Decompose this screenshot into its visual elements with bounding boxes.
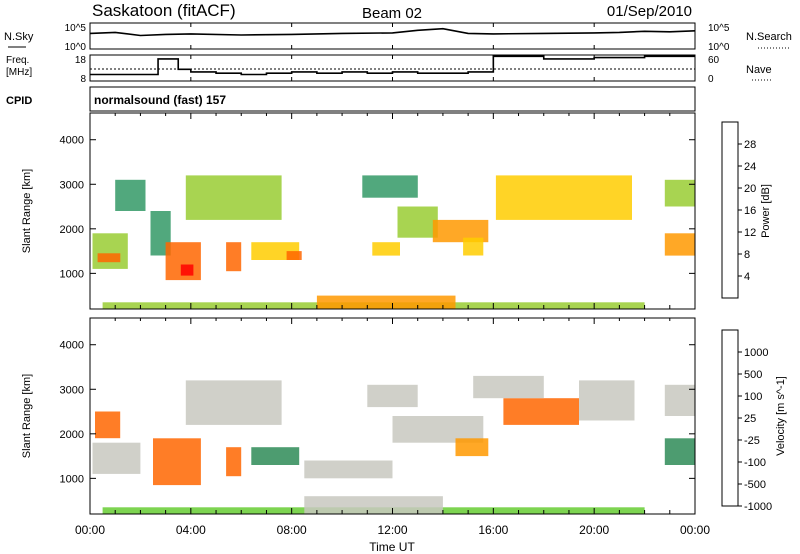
y-tick-label: 3000 [60,179,84,191]
velocity-region [664,438,695,465]
power-colorbar-title: Power [dB] [760,184,772,238]
date-label: 01/Sep/2010 [607,3,692,20]
y-tick-label: 4000 [60,340,84,352]
velocity-region [473,375,544,399]
noise-series [89,27,696,37]
velocity-region [392,416,484,443]
power-region [664,233,695,256]
x-tick-label: 04:00 [176,523,206,537]
cpid-value: normalsound (fast) 157 [94,93,226,107]
velocity-region [455,438,489,457]
velocity-colorbar-tick-label: 25 [744,413,756,425]
y-tick-label: 3000 [60,384,84,396]
power-region [92,233,128,269]
power-colorbar-tick-label: 20 [744,183,756,195]
velocity-region [251,447,300,465]
power-colorbar-tick-label: 16 [744,205,756,217]
velocity-region [503,398,579,425]
beam-label: Beam 02 [362,5,422,22]
power-colorbar-tick-label: 24 [744,161,756,173]
power-region [286,251,302,260]
velocity-region [304,496,443,514]
y-tick-label: 1000 [60,473,84,485]
x-axis-title: Time UT [369,540,415,554]
velocity-region [226,447,242,477]
noise-right-tick-bottom: 10^0 [708,42,730,53]
velocity-map [92,375,695,514]
velocity-region [664,384,695,416]
velocity-region [367,384,418,408]
power-region [463,237,484,256]
noise-right-label: N.Search [746,31,792,43]
noise-left-tick-bottom: 10^0 [65,42,87,53]
velocity-y-axis: 1000 2000 3000 4000 [60,340,695,485]
cpid-panel-frame [89,86,696,112]
velocity-colorbar-tick-label: 100 [744,391,762,403]
freq-left-label-2: [MHz] [6,67,32,78]
power-colorbar: 28 24 20 16 12 8 4 [721,121,756,299]
x-tick-label: 20:00 [579,523,609,537]
velocity-region [153,438,201,486]
noise-sky-line [89,27,696,37]
power-region [180,264,194,276]
velocity-colorbar-tick-label: -1000 [744,501,772,513]
power-region [185,175,282,220]
velocity-colorbar-tick-label: -100 [744,457,766,469]
power-region [432,219,489,243]
power-y-axis: 1000 2000 3000 4000 [60,135,695,280]
velocity-colorbar-frame [721,329,739,507]
velocity-region [304,460,393,479]
velocity-colorbar-tick-label: -25 [744,435,760,447]
frequency-line [90,55,695,76]
noise-left-label: N.Sky [4,31,34,43]
y-tick-label: 2000 [60,429,84,441]
velocity-colorbar: 1000 500 100 25 -25 -100 -500 -1000 [721,329,772,513]
power-region [362,175,418,198]
velocity-colorbar-tick-label: 1000 [744,347,768,359]
x-tick-label: 12:00 [377,523,407,537]
noise-right-tick-top: 10^5 [708,23,730,34]
x-tick-label: 00:00 [75,523,105,537]
time-axis: 00:00 04:00 08:00 12:00 16:00 20:00 00:00 [75,23,710,537]
cpid-label: CPID [6,95,32,107]
velocity-region [95,411,121,439]
power-region [97,253,121,263]
freq-left-label-1: Freq. [6,55,29,66]
power-y-axis-label: Slant Range [km] [21,169,33,253]
nave-label: Nave [746,64,772,76]
power-colorbar-tick-label: 12 [744,227,756,239]
freq-right-tick-bottom: 0 [708,74,714,85]
freq-series [90,55,695,76]
power-colorbar-tick-label: 28 [744,139,756,151]
freq-left-tick-bottom: 8 [80,74,86,85]
velocity-region [92,442,141,474]
power-region [397,206,438,238]
power-region [495,175,632,220]
x-tick-label: 00:00 [680,523,710,537]
power-region [226,242,242,272]
velocity-region [185,380,282,425]
freq-left-tick-top: 18 [75,55,87,66]
power-map [92,175,695,309]
y-tick-label: 2000 [60,224,84,236]
velocity-colorbar-tick-label: 500 [744,369,762,381]
power-region [115,179,146,211]
noise-left-tick-top: 10^5 [65,23,87,34]
power-region [372,242,400,256]
x-tick-label: 16:00 [478,523,508,537]
x-tick-label: 08:00 [277,523,307,537]
station-title: Saskatoon (fitACF) [92,1,236,20]
velocity-colorbar-tick-label: -500 [744,479,766,491]
y-tick-label: 1000 [60,268,84,280]
y-tick-label: 4000 [60,135,84,147]
power-colorbar-tick-label: 8 [744,249,750,261]
velocity-region [579,380,635,421]
freq-right-tick-top: 60 [708,55,720,66]
velocity-y-axis-label: Slant Range [km] [21,374,33,458]
velocity-colorbar-title: Velocity [m s^-1] [775,376,787,456]
power-colorbar-frame [721,121,739,299]
power-colorbar-tick-label: 4 [744,271,750,283]
power-region [316,295,456,309]
